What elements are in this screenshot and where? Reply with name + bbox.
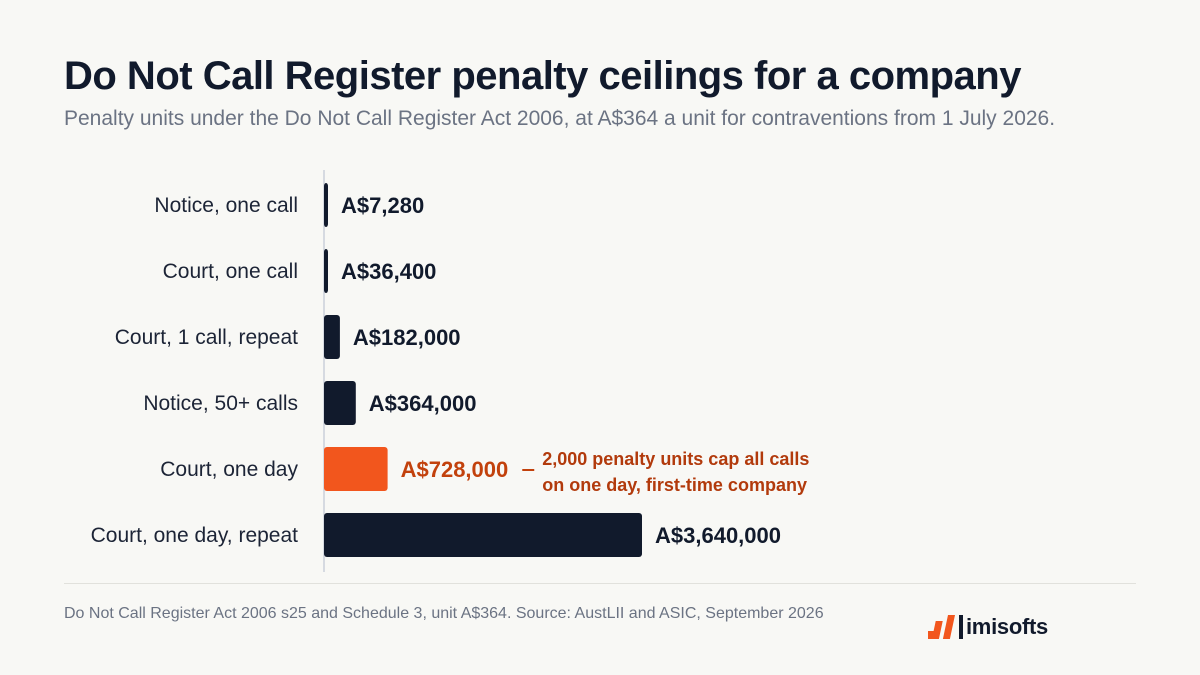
- value-label: A$364,000: [369, 391, 477, 416]
- footer-divider: [64, 583, 1136, 584]
- bar: [324, 315, 340, 359]
- bar: [324, 447, 388, 491]
- bar: [324, 183, 328, 227]
- chart-title: Do Not Call Register penalty ceilings fo…: [64, 54, 1021, 98]
- value-label: A$36,400: [341, 259, 436, 284]
- category-label: Notice, one call: [154, 194, 298, 217]
- source-footnote: Do Not Call Register Act 2006 s25 and Sc…: [64, 605, 824, 622]
- value-label: A$7,280: [341, 193, 424, 218]
- annotation-text: on one day, first-time company: [542, 475, 807, 495]
- category-label: Court, one call: [163, 260, 298, 283]
- bar: [324, 381, 356, 425]
- bar: [324, 513, 642, 557]
- category-label: Court, one day, repeat: [91, 524, 299, 547]
- annotation-text: 2,000 penalty units cap all calls: [542, 449, 809, 469]
- chart-subtitle: Penalty units under the Do Not Call Regi…: [64, 107, 1056, 130]
- value-label: A$3,640,000: [655, 523, 781, 548]
- brand-logo: imisofts: [928, 612, 1048, 642]
- stacked-bars-logo-icon: [928, 615, 963, 639]
- category-label: Court, one day: [160, 458, 298, 481]
- brand-name: imisofts: [966, 614, 1048, 639]
- category-label: Court, 1 call, repeat: [115, 326, 298, 349]
- value-label: A$728,000: [401, 457, 509, 482]
- value-label: A$182,000: [353, 325, 461, 350]
- bar: [324, 249, 328, 293]
- category-label: Notice, 50+ calls: [143, 392, 298, 415]
